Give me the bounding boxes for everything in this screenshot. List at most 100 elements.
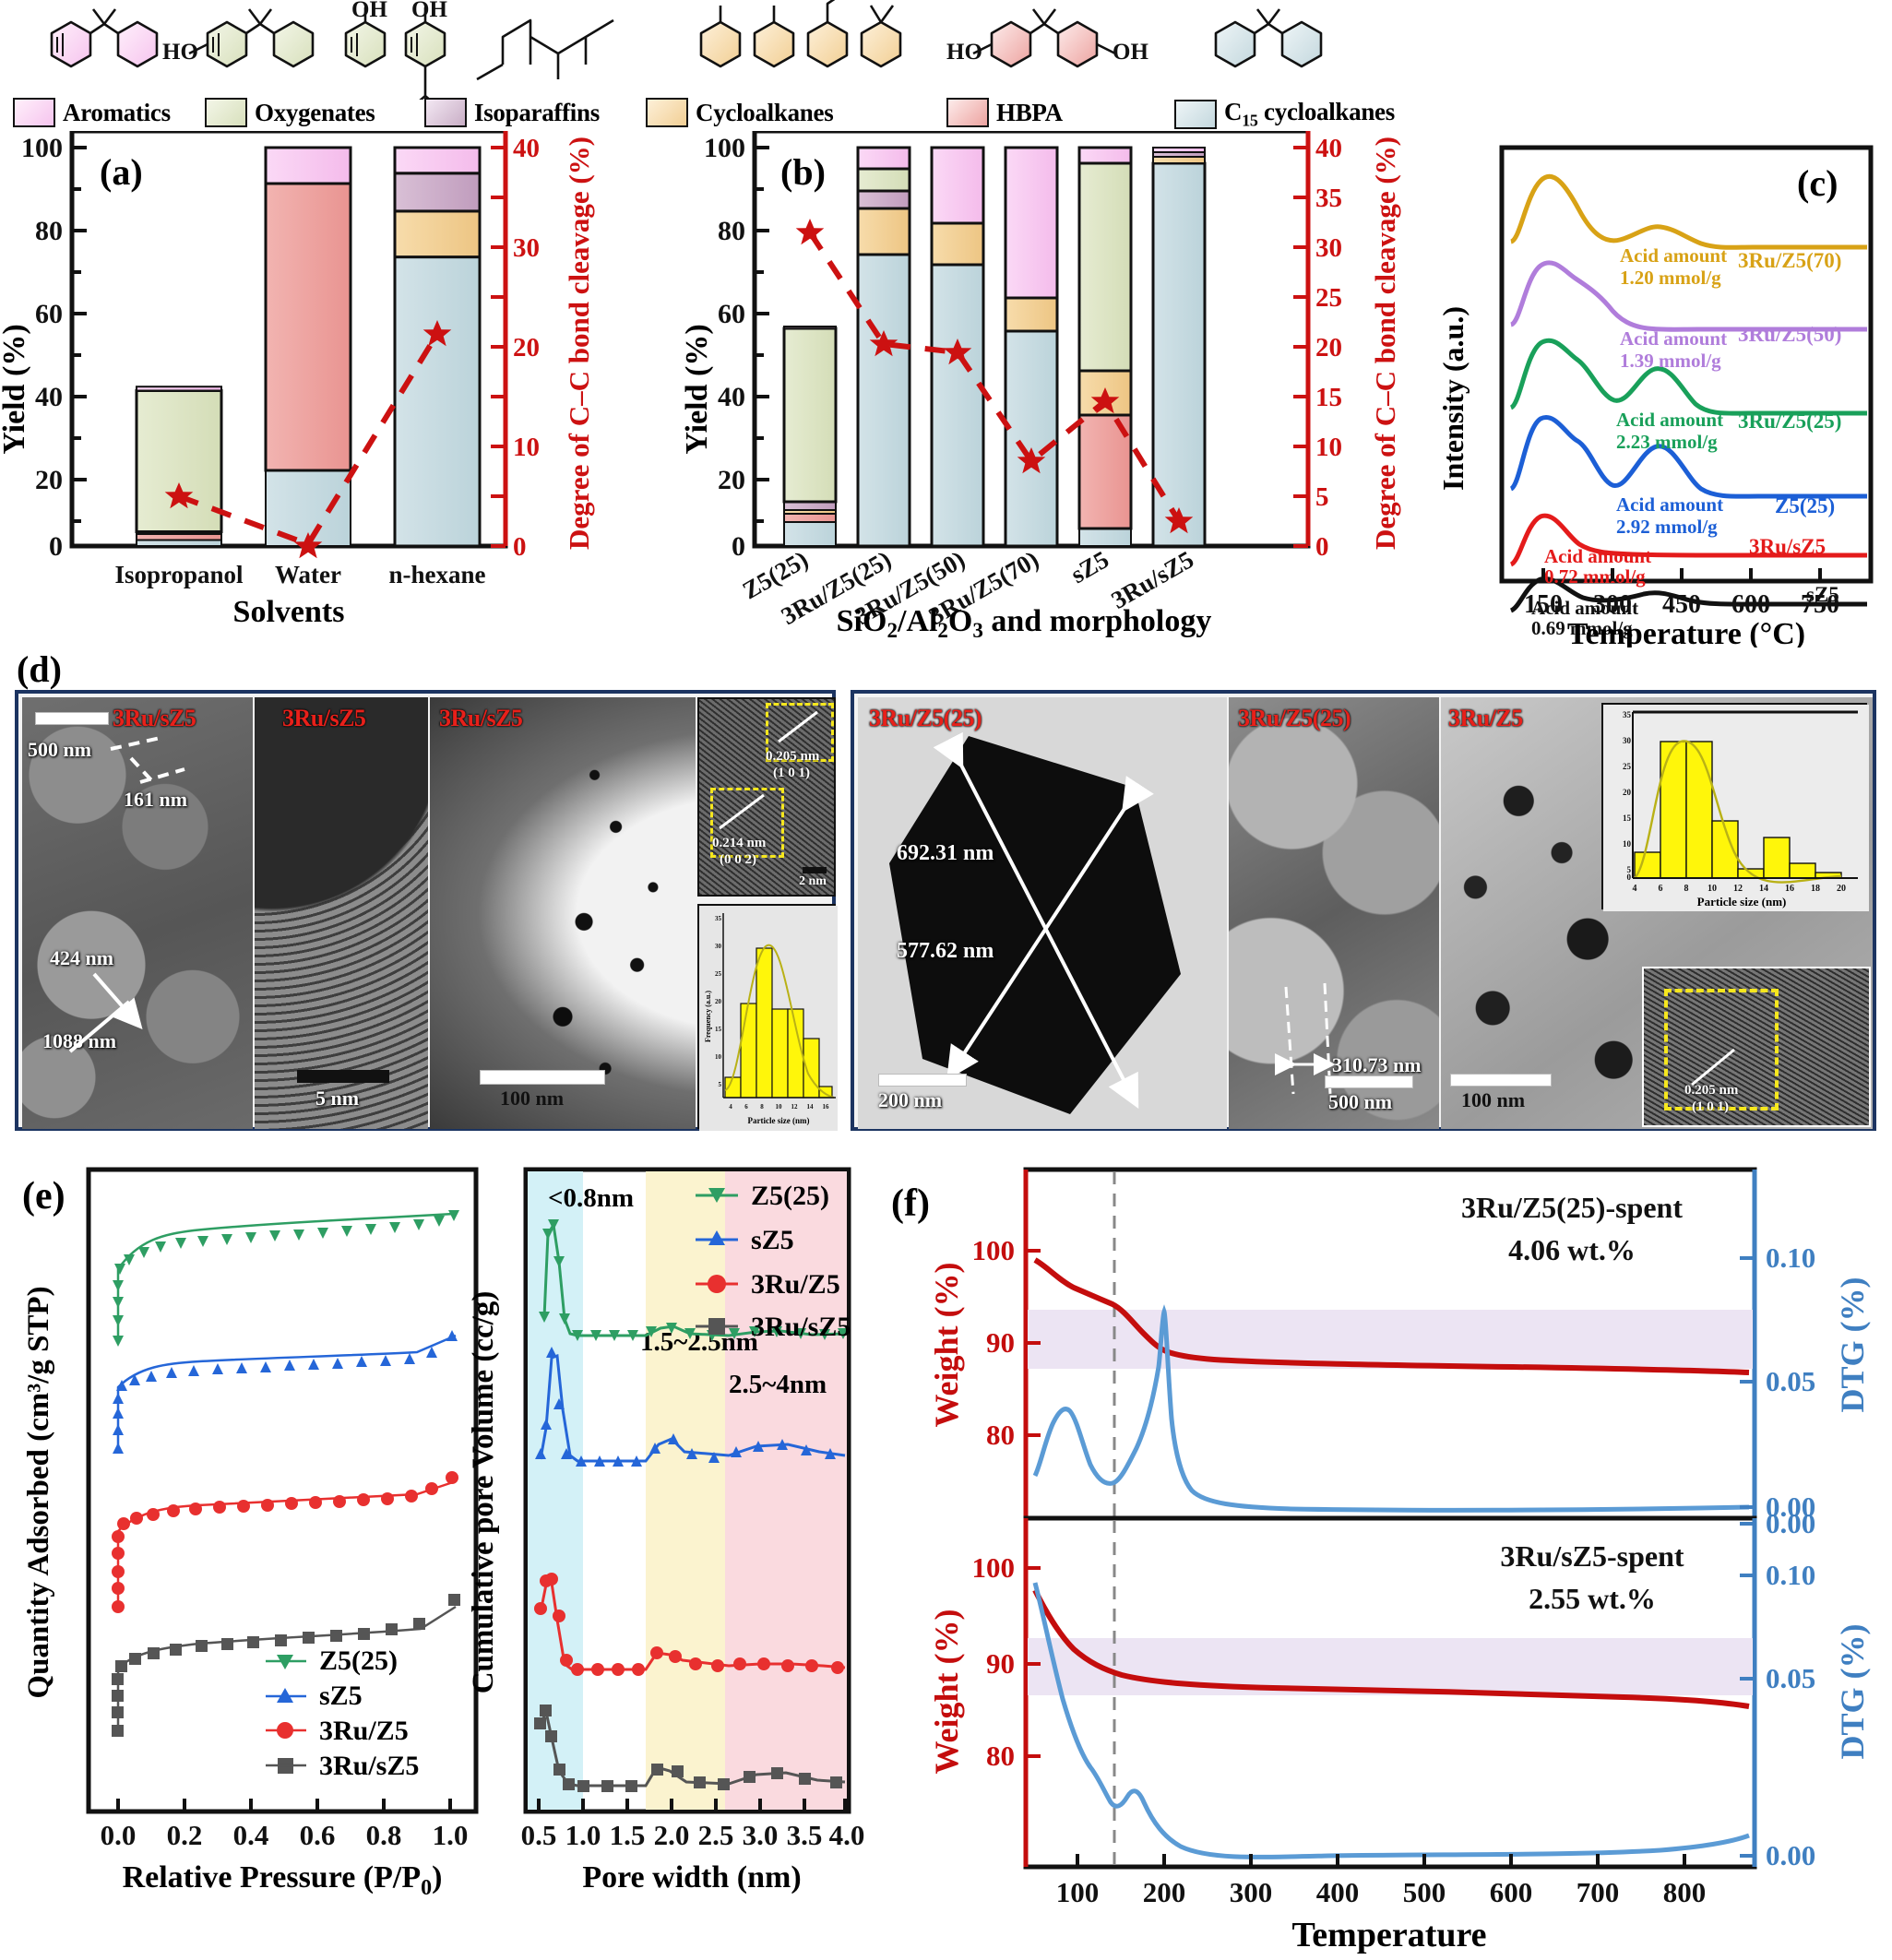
panel-c-curve-sz5 xyxy=(1509,576,1867,613)
panel-d-left-group: 3Ru/sZ5 500 nm 161 nm 424 nm 1088 nm 3Ru xyxy=(15,690,838,1131)
measure-161nm: 161 nm xyxy=(124,788,188,811)
panel-c-acid-label-3ru-z5-70: Acid amount xyxy=(1620,244,1727,267)
panel-a-rtick-20: 20 xyxy=(513,333,540,362)
panel-f-bottom-rtick-000-top: 0.00 xyxy=(1766,1507,1815,1539)
micrograph-tem-mesopores[interactable]: 3Ru/sZ5 5 nm xyxy=(255,697,428,1129)
panel-f-bottom-annotation-value: 2.55 wt.% xyxy=(1529,1582,1656,1615)
panel-a-xlabel: Solvents xyxy=(233,595,345,629)
svg-text:0: 0 xyxy=(1627,873,1632,882)
panel-b-bar-z5-25[interactable] xyxy=(782,326,838,547)
inset-histogram-left[interactable]: 35 30 25 20 15 10 5 4 6 8 10 12 14 16 xyxy=(697,904,838,1131)
panel-a-bar-n-hexane[interactable] xyxy=(393,146,482,548)
svg-text:8: 8 xyxy=(1684,884,1689,894)
svg-text:35: 35 xyxy=(1623,710,1632,719)
panel-a-rtick-40: 40 xyxy=(513,134,540,163)
svg-text:5: 5 xyxy=(1627,865,1632,874)
panel-c-xtick-150: 150 xyxy=(1524,590,1563,619)
panel-d-label: (d) xyxy=(17,648,62,690)
legend-item-oxygenates[interactable]: Oxygenates xyxy=(205,98,375,127)
panel-c-series-label-3ru-sz5: 3Ru/sZ5 xyxy=(1749,535,1826,558)
panel-c-xlabel: Temperature (°C) xyxy=(1567,617,1805,647)
oh-label-1: OH xyxy=(351,0,387,22)
legend-item-isoparaffins[interactable]: Isoparaffins xyxy=(424,98,600,127)
measure-692nm: 692.31 nm xyxy=(897,841,994,865)
svg-text:18: 18 xyxy=(1811,884,1820,894)
panel-e-legend-3ru-sz5: 3Ru/sZ5 xyxy=(319,1751,419,1781)
panel-b-ytick-20: 20 xyxy=(718,465,745,495)
panel-c-acid-label-3ru-z5-25: Acid amount xyxy=(1616,409,1723,431)
oh-label-2: OH xyxy=(411,0,447,22)
panel-e-right-xtick-1.0: 1.0 xyxy=(565,1819,601,1851)
panel-b-bar-3ru-z5-50[interactable] xyxy=(930,146,985,548)
svg-text:25: 25 xyxy=(1623,762,1632,771)
legend-item-c15-cycloalkanes[interactable]: C15 cycloalkanes xyxy=(1174,98,1395,130)
hrtem-dashed-box-101 xyxy=(766,703,834,762)
inset-hrtem-left[interactable]: 0.205 nm (1 0 1) 0.214 nm (0 0 2) 2 nm xyxy=(697,697,836,897)
band-label-1525: 1.5~2.5nm xyxy=(640,1327,758,1357)
panel-a-ytick-20: 20 xyxy=(35,465,63,495)
band-2.5-4nm xyxy=(725,1171,847,1810)
panel-e-right-legend: Z5(25) sZ5 3Ru/Z5 3Ru/sZ5 xyxy=(696,1181,851,1342)
panel-b-bar-sz5[interactable] xyxy=(1077,146,1133,547)
hrtem-d-spacing-0214: 0.214 nm xyxy=(712,836,767,850)
panel-c-curve-3ru-z5-50 xyxy=(1509,260,1867,332)
panel-a-right-ylabel: Degree of C–C bond cleavage (%) xyxy=(563,137,595,550)
panel-e-right-xtick-2.5: 2.5 xyxy=(698,1819,734,1851)
micrograph-sem-3ru-z5-25[interactable]: 3Ru/Z5(25) 310.73 nm 500 nm xyxy=(1229,697,1439,1129)
svg-text:20: 20 xyxy=(715,998,722,1005)
panel-c-curve-3ru-z5-70 xyxy=(1509,173,1867,250)
micrograph-sem-3ru-sz5[interactable]: 3Ru/sZ5 500 nm 161 nm 424 nm 1088 nm xyxy=(22,697,253,1129)
panel-f-top-annotation-value: 4.06 wt.% xyxy=(1508,1233,1636,1266)
charts-row-top: (a) 100 80 60 40 20 0 Yield (%) xyxy=(0,128,1892,651)
panel-f-bottom-ytick-100: 100 xyxy=(972,1551,1016,1584)
histogram-right-svg: 35 30 25 20 15 10 50 xyxy=(1603,705,1869,911)
micrograph-tem-hexagon-3ru-z5-25[interactable]: 3Ru/Z5(25) 692.31 nm 577.62 nm 200 nm xyxy=(858,697,1227,1129)
panel-f-top-ytick-90: 90 xyxy=(986,1326,1015,1359)
panel-c-acid-label-sz5: Acid amount xyxy=(1531,597,1638,619)
micrograph-tem-3ru-sz5[interactable]: 3Ru/sZ5 100 nm xyxy=(430,697,696,1129)
panel-b-xtick-sz5: sZ5 xyxy=(1066,545,1113,588)
panel-e-right-xtick-2.0: 2.0 xyxy=(654,1819,690,1851)
panel-f-top-annotation-title: 3Ru/Z5(25)-spent xyxy=(1461,1191,1683,1224)
panel-a-bar-water[interactable] xyxy=(264,146,352,547)
measure-1088nm: 1088 nm xyxy=(42,1029,117,1052)
panel-c-curve-z5-25 xyxy=(1509,415,1867,499)
inset-hrtem-right[interactable]: 0.205 nm (1 0 1) xyxy=(1642,967,1871,1127)
hrtem-d-spacing-0205: 0.205 nm xyxy=(766,749,820,764)
panel-a-rtick-30: 30 xyxy=(513,233,540,263)
molecule-structure-strip: HO OH OH HO OH xyxy=(0,0,1892,129)
scalebar-500nm xyxy=(35,712,109,725)
panel-b-label: (b) xyxy=(780,151,826,193)
legend-label-cycloalkanes: Cycloalkanes xyxy=(696,98,834,126)
panel-b-bar-3ru-sz5[interactable] xyxy=(1151,147,1207,548)
panel-e-left-xtick-1.0: 1.0 xyxy=(433,1819,469,1851)
panel-f-xlabel: Temperature xyxy=(1291,1916,1486,1954)
panel-c-acid-value-3ru-z5-50: 1.39 mmol/g xyxy=(1620,350,1721,372)
legend-swatch-c15-cycloalkanes xyxy=(1174,99,1217,129)
panel-e-series-3ru-z5 xyxy=(112,1471,458,1613)
panel-c-xtick-600: 600 xyxy=(1731,590,1770,619)
svg-text:10: 10 xyxy=(1623,839,1632,849)
panel-a-bar-isopropanol[interactable] xyxy=(135,386,223,547)
panel-b-bar-3ru-z5-70[interactable] xyxy=(1004,146,1059,548)
panel-c-acid-label-3ru-z5-50: Acid amount xyxy=(1620,327,1727,350)
panel-b-ytick-80: 80 xyxy=(718,216,745,246)
legend-swatch-aromatics xyxy=(13,98,55,127)
panel-b-ytick-40: 40 xyxy=(718,382,745,412)
svg-text:30: 30 xyxy=(1623,736,1632,745)
panel-f-top-rtick-000: 0.00 xyxy=(1766,1491,1815,1523)
panel-f-bottom-rtick-005: 0.05 xyxy=(1766,1662,1815,1694)
svg-text:14: 14 xyxy=(807,1103,815,1111)
legend-item-aromatics[interactable]: Aromatics xyxy=(13,98,171,127)
legend-item-hbpa[interactable]: HBPA xyxy=(946,98,1063,127)
panel-b-rtick-0: 0 xyxy=(1315,532,1329,562)
legend-item-cycloalkanes[interactable]: Cycloalkanes xyxy=(646,98,834,127)
panel-c-curve-3ru-sz5 xyxy=(1509,513,1867,567)
panel-b-bar-3ru-z5-25[interactable] xyxy=(856,146,911,548)
svg-text:30: 30 xyxy=(715,943,722,950)
band-label-2540: 2.5~4nm xyxy=(729,1370,827,1399)
panel-b-rtick-15: 15 xyxy=(1315,383,1342,412)
panel-e-left-legend: Z5(25) sZ5 3Ru/Z5 3Ru/sZ5 xyxy=(266,1645,419,1781)
